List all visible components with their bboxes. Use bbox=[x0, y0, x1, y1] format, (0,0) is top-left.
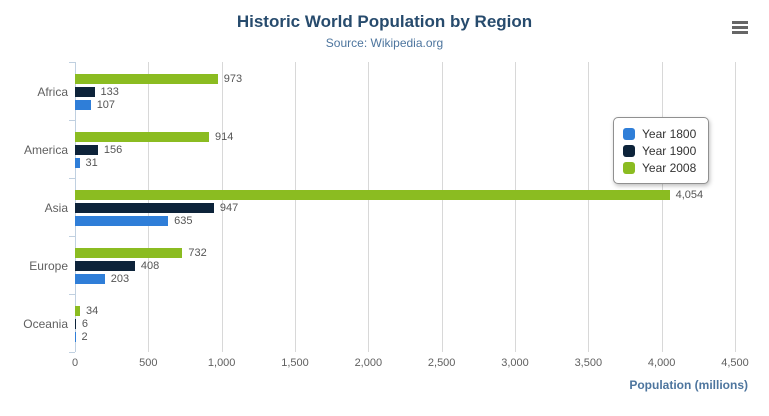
gridline bbox=[515, 62, 516, 352]
bar-america-year-1800[interactable] bbox=[75, 158, 80, 168]
value-label: 133 bbox=[100, 86, 119, 98]
bar-africa-year-2008[interactable] bbox=[75, 74, 218, 84]
legend-item-year-1900[interactable]: Year 1900 bbox=[623, 142, 696, 159]
x-axis-tick-label: 3,500 bbox=[574, 357, 603, 369]
value-label: 408 bbox=[140, 260, 160, 272]
bar-asia-year-1900[interactable] bbox=[75, 203, 214, 213]
bar-america-year-2008[interactable] bbox=[75, 132, 210, 142]
value-label: 34 bbox=[85, 305, 99, 317]
legend-swatch bbox=[623, 144, 635, 157]
category-label-america: America bbox=[23, 143, 68, 157]
gridline bbox=[368, 62, 370, 352]
bar-africa-year-1900[interactable] bbox=[75, 87, 95, 97]
value-label: 947 bbox=[219, 202, 239, 214]
x-axis-tick-label: 1,000 bbox=[207, 357, 236, 369]
category-label-asia: Asia bbox=[44, 201, 68, 215]
value-label: 31 bbox=[85, 157, 98, 169]
x-axis-tick-label: 3,000 bbox=[501, 357, 529, 369]
value-label: 4,054 bbox=[675, 189, 704, 201]
category-label-oceania: Oceania bbox=[23, 317, 68, 331]
category-axis-tick bbox=[69, 294, 75, 295]
legend-item-year-2008[interactable]: Year 2008 bbox=[623, 159, 696, 176]
category-axis-tick bbox=[69, 120, 75, 121]
x-axis-title: Population (millions) bbox=[629, 378, 748, 392]
value-label: 6 bbox=[81, 318, 88, 330]
value-label: 2 bbox=[81, 331, 88, 343]
bar-asia-year-2008[interactable] bbox=[75, 190, 670, 200]
gridline bbox=[221, 62, 223, 352]
value-label: 973 bbox=[223, 73, 243, 85]
legend: Year 1800 Year 1900 Year 2008 bbox=[613, 117, 710, 184]
value-label: 914 bbox=[215, 131, 234, 143]
value-label: 156 bbox=[103, 144, 123, 156]
category-axis-tick bbox=[69, 178, 75, 179]
x-axis-tick-label: 4,500 bbox=[721, 357, 749, 369]
gridline bbox=[588, 62, 590, 352]
legend-item-year-1800[interactable]: Year 1800 bbox=[623, 125, 696, 142]
hamburger-icon bbox=[732, 31, 748, 34]
plot-area: 973 133 107 914 156 31 4,054 947 635 732 408 203 34 6… bbox=[69, 62, 736, 353]
category-axis-tick bbox=[69, 236, 75, 237]
gridline bbox=[295, 62, 296, 352]
x-axis-tick-label: 1,500 bbox=[281, 357, 309, 369]
bar-oceania-year-1800[interactable] bbox=[75, 332, 76, 342]
value-label: 732 bbox=[188, 247, 207, 259]
x-axis-tick-label: 2,000 bbox=[354, 357, 383, 369]
gridline bbox=[441, 62, 443, 352]
value-axis: 0 500 1,000 1,500 2,000 2,500 3,000 3,500 4,000 4… bbox=[0, 357, 769, 373]
x-axis-tick-label: 500 bbox=[139, 357, 158, 369]
bar-europe-year-1900[interactable] bbox=[75, 261, 135, 271]
value-label: 635 bbox=[174, 215, 193, 227]
chart-subtitle: Source: Wikipedia.org bbox=[325, 36, 444, 50]
value-label: 203 bbox=[110, 273, 130, 285]
hamburger-icon bbox=[732, 21, 748, 24]
bar-africa-year-1800[interactable] bbox=[75, 100, 91, 110]
hamburger-icon bbox=[732, 26, 748, 29]
bar-america-year-1900[interactable] bbox=[75, 145, 98, 155]
category-axis-tick bbox=[69, 62, 75, 63]
category-label-africa: Africa bbox=[37, 85, 68, 99]
x-axis-tick-label: 2,500 bbox=[427, 357, 456, 369]
category-axis-tick bbox=[69, 352, 75, 353]
category-label-europe: Europe bbox=[29, 259, 68, 273]
gridline bbox=[661, 62, 663, 352]
bar-oceania-year-1900[interactable] bbox=[75, 319, 76, 329]
bar-europe-year-1800[interactable] bbox=[75, 274, 105, 284]
legend-label: Year 2008 bbox=[642, 160, 697, 175]
legend-swatch bbox=[623, 161, 635, 174]
x-axis-tick-label: 4,000 bbox=[647, 357, 676, 369]
value-label: 107 bbox=[96, 99, 116, 111]
bar-asia-year-1800[interactable] bbox=[75, 216, 169, 226]
gridline bbox=[735, 62, 736, 352]
category-axis: Africa America Asia Europe Oceania bbox=[0, 62, 68, 352]
bar-europe-year-2008[interactable] bbox=[75, 248, 183, 258]
legend-swatch bbox=[623, 127, 635, 140]
context-menu-button[interactable] bbox=[729, 19, 751, 37]
legend-label: Year 1800 bbox=[642, 126, 697, 141]
bar-oceania-year-2008[interactable] bbox=[75, 306, 80, 316]
x-axis-tick-label: 0 bbox=[71, 357, 79, 369]
chart-title: Historic World Population by Region bbox=[236, 12, 533, 31]
legend-label: Year 1900 bbox=[642, 143, 697, 158]
